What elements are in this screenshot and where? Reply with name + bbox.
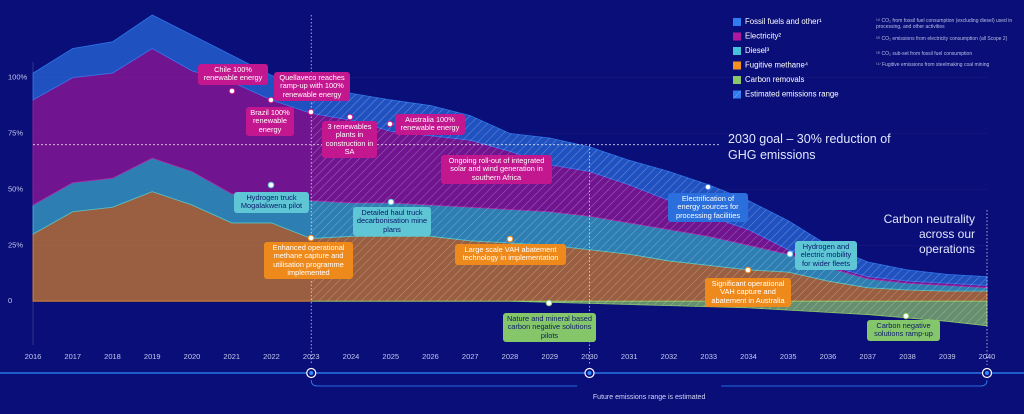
annotation-dot (704, 183, 712, 191)
annotation: Quellaveco reaches ramp-up with 100% ren… (274, 72, 350, 101)
annotation: Hydrogen and electric mobility for wider… (795, 241, 857, 270)
annotation-dot (387, 198, 395, 206)
legend-label: Carbon removals (745, 75, 804, 84)
x-tick-label: 2028 (502, 352, 519, 361)
annotation-dot (744, 266, 752, 274)
legend-swatch (733, 61, 741, 70)
timeline-node-core (587, 371, 592, 375)
annotation-dot (786, 250, 794, 258)
annotation: Electrification of energy sources for pr… (668, 193, 748, 222)
x-tick-label: 2038 (899, 352, 916, 361)
y-tick-label: 100% (8, 73, 28, 82)
x-tick-label: 2026 (422, 352, 439, 361)
legend-swatch-hatch (733, 90, 741, 99)
legend-label: Fugitive methane⁴ (745, 61, 808, 70)
y-tick-label: 50% (8, 184, 23, 193)
legend-swatch (733, 18, 741, 26)
annotation: Hydrogen truck Mogalakwena pilot (234, 192, 309, 213)
annotation-dot (307, 108, 315, 116)
x-tick-label: 2035 (780, 352, 797, 361)
x-tick-label: 2029 (541, 352, 558, 361)
footer-text: Future emissions range is estimated (593, 394, 706, 401)
x-tick-label: 2020 (184, 352, 201, 361)
x-tick-label: 2022 (263, 352, 280, 361)
legend-swatch (733, 32, 741, 41)
x-tick-label: 2037 (859, 352, 876, 361)
annotation: Australia 100% renewable energy (395, 114, 465, 135)
y-tick-label: 25% (8, 240, 23, 249)
x-tick-label: 2034 (740, 352, 757, 361)
x-tick-label: 2025 (382, 352, 399, 361)
x-tick-label: 2016 (25, 352, 42, 361)
annotation-dot (386, 120, 394, 128)
x-tick-label: 2023 (303, 352, 320, 361)
annotation: Detailed haul truck decarbonisation mine… (353, 207, 431, 236)
x-tick-label: 2032 (661, 352, 678, 361)
x-tick-label: 2018 (104, 352, 121, 361)
annotation: Chile 100% renewable energy (198, 64, 268, 85)
x-tick-label: 2021 (223, 352, 240, 361)
annotation: Large scale VAH abatement technology in … (455, 244, 566, 265)
footnote: ⁽¹⁾ CO₂ from fossil fuel consumption (ex… (876, 18, 1013, 30)
annotation: Carbon negative solutions ramp-up (867, 320, 940, 341)
bracket (310, 379, 988, 387)
annotation: Enhanced operational methane capture and… (264, 242, 353, 280)
annotation-dot (267, 96, 275, 104)
footnote: ⁽³⁾ CO₂ sub-set from fossil fuel consump… (876, 51, 973, 57)
y-tick-label: 75% (8, 128, 23, 137)
annotation-dot (267, 181, 275, 189)
annotation: Ongoing roll-out of integrated solar and… (441, 155, 552, 184)
annotation-dot (902, 312, 910, 320)
x-tick-label: 2031 (621, 352, 638, 361)
goal-text: 2030 goal – 30% reduction of GHG emissio… (728, 132, 891, 162)
x-tick-label: 2017 (64, 352, 81, 361)
annotation: Nature and mineral based carbon negative… (503, 313, 596, 342)
legend-swatch (733, 47, 741, 55)
legend-label: Fossil fuels and other¹ (745, 17, 822, 26)
x-tick-label: 2033 (700, 352, 717, 361)
legend-label: Diesel³ (745, 46, 770, 55)
x-tick-label: 2039 (939, 352, 956, 361)
x-tick-label: 2024 (343, 352, 360, 361)
annotation: Brazil 100% renewable energy (246, 107, 294, 136)
neutrality-text: Carbon neutrality across our operations (883, 212, 975, 256)
timeline-node-core (985, 371, 989, 375)
annotation-dot (545, 299, 553, 307)
annotation-dot (228, 87, 236, 95)
x-tick-label: 2036 (820, 352, 837, 361)
legend-swatch (733, 76, 741, 84)
x-tick-label: 2027 (462, 352, 479, 361)
y-tick-label: 0 (8, 296, 12, 305)
annotation-dot (307, 234, 315, 242)
legend-label: Estimated emissions range (745, 90, 839, 99)
footnote: ⁽²⁾ CO₂ emissions from electricity consu… (876, 36, 1008, 42)
legend-label: Electricity² (745, 32, 781, 41)
annotation: Significant operational VAH capture and … (705, 278, 791, 307)
annotation-dot (506, 235, 514, 243)
footnote: ⁽⁴⁾ Fugitive emissions from steelmaking … (876, 62, 990, 68)
x-tick-label: 2019 (144, 352, 161, 361)
timeline-node-core (309, 371, 314, 375)
x-tick-label: 2040 (979, 352, 996, 361)
annotation-dot (346, 113, 354, 121)
annotation: 3 renewables plants in construction in S… (322, 121, 377, 159)
